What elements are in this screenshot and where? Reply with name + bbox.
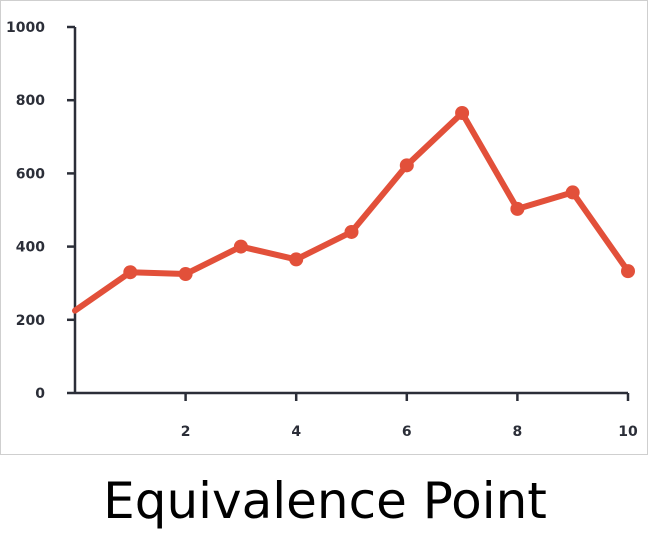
y-tick-label: 400 xyxy=(16,240,45,256)
data-point xyxy=(289,252,304,267)
x-tick-label: 8 xyxy=(513,424,523,440)
chart-tick-labels: 0 200 400 600 800 1000 2 4 6 8 10 xyxy=(6,20,638,440)
chart-series xyxy=(72,106,635,314)
line-chart: 0 200 400 600 800 1000 2 4 6 8 10 xyxy=(6,20,638,440)
data-point xyxy=(344,224,359,239)
x-tick-label: 2 xyxy=(181,424,191,440)
series-line xyxy=(72,110,631,314)
data-point xyxy=(565,185,580,200)
x-tick-label: 4 xyxy=(291,424,301,440)
data-point xyxy=(233,239,248,254)
y-tick-label: 800 xyxy=(16,93,45,109)
y-tick-label: 200 xyxy=(16,313,45,329)
chart-frame xyxy=(0,0,648,455)
x-tick-label: 6 xyxy=(402,424,412,440)
y-tick-label: 0 xyxy=(35,386,45,402)
x-tick-label: 10 xyxy=(618,424,638,440)
data-point xyxy=(510,201,525,216)
data-point xyxy=(178,267,193,282)
figure-caption: Equivalence Point xyxy=(103,472,547,530)
data-point xyxy=(123,265,138,280)
y-tick-label: 1000 xyxy=(6,20,45,36)
data-point xyxy=(621,264,635,279)
y-tick-label: 600 xyxy=(16,166,45,182)
chart-axes xyxy=(67,25,630,401)
data-point xyxy=(455,106,470,121)
data-point xyxy=(399,158,414,173)
